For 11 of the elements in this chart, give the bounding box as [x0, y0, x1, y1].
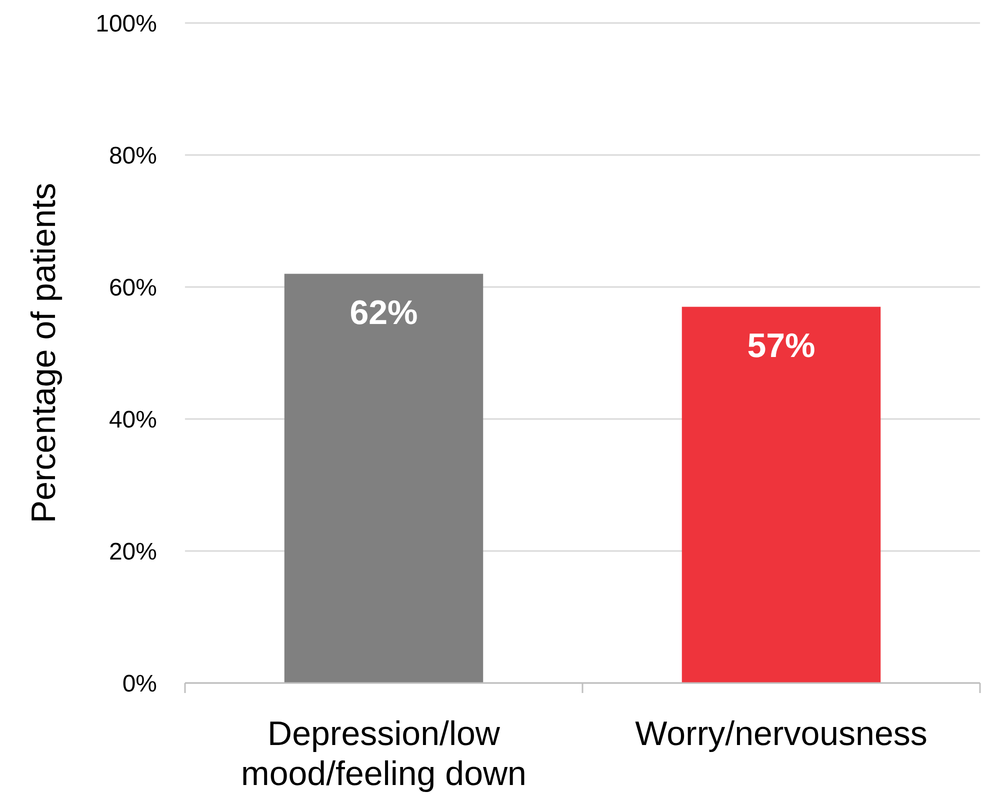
y-tick-label: 80% [108, 142, 157, 170]
data-label: 57% [747, 326, 816, 365]
y-tick-label: 60% [108, 274, 157, 302]
y-axis-title: Percentage of patients [25, 182, 63, 524]
y-tick-label: 100% [96, 10, 157, 38]
x-tick-label: Depression/low mood/feeling down [241, 715, 526, 793]
y-tick-label: 20% [108, 538, 157, 566]
data-label: 62% [350, 294, 418, 332]
y-tick-label: 0% [122, 670, 157, 698]
y-tick-label: 40% [108, 406, 157, 434]
x-tick-label: Worry/nervousness [635, 715, 928, 753]
